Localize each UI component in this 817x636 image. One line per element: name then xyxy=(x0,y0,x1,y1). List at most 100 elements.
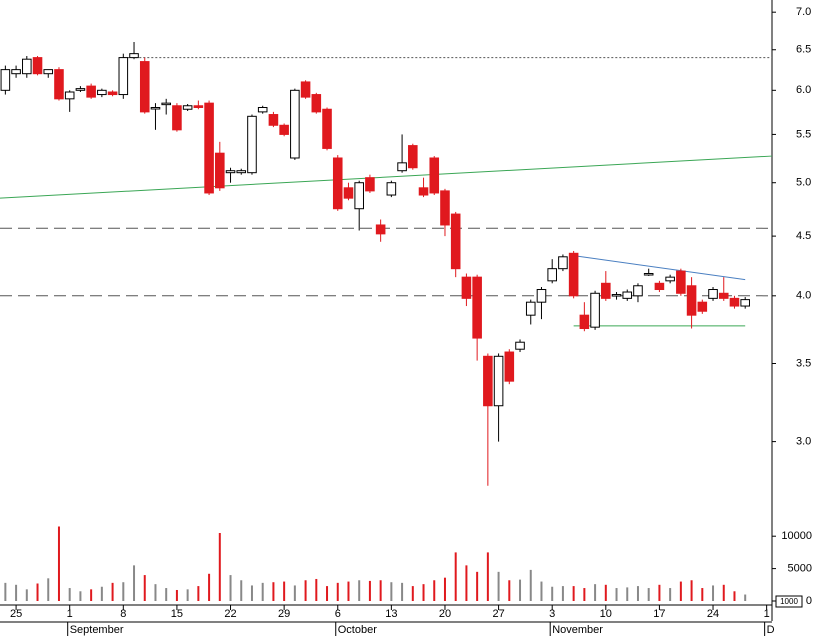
candle-body xyxy=(601,282,611,299)
candle-body xyxy=(64,91,75,100)
candle-body xyxy=(86,85,96,98)
candle-body xyxy=(32,57,43,75)
y-tick-label: 5.5 xyxy=(796,128,811,140)
month-label: D xyxy=(767,624,775,636)
candle-body xyxy=(161,102,171,106)
candle-body xyxy=(182,105,193,110)
x-tick-label: 3 xyxy=(549,608,555,620)
candle-body xyxy=(472,276,482,339)
y-tick-label: 7.0 xyxy=(796,6,811,18)
candle-body xyxy=(450,213,461,270)
candle-body xyxy=(547,268,557,282)
x-tick-label: 1 xyxy=(67,608,73,620)
candle-body xyxy=(311,94,322,113)
candle-body xyxy=(654,282,665,291)
candle-body xyxy=(440,190,450,226)
candle-body xyxy=(300,81,311,98)
volume-tick-label: 5000 xyxy=(788,563,812,575)
x-tick-label: 22 xyxy=(224,608,236,620)
candle-body xyxy=(22,58,32,75)
x-tick-label: 8 xyxy=(120,608,126,620)
candle-body xyxy=(418,187,429,196)
candle-body xyxy=(11,69,21,75)
candle-body xyxy=(215,152,225,189)
candle-body xyxy=(676,270,686,294)
x-tick-label: 24 xyxy=(707,608,719,620)
candle-body xyxy=(172,105,182,131)
candle-body xyxy=(279,124,289,135)
candle-body xyxy=(343,187,354,199)
candle-body xyxy=(97,89,107,96)
candle-body xyxy=(268,114,279,126)
x-tick-label: 13 xyxy=(385,608,397,620)
candle-body xyxy=(139,61,150,113)
candle-body xyxy=(536,289,547,303)
y-tick-label: 3.0 xyxy=(796,436,811,448)
candle-body xyxy=(697,301,708,312)
y-tick-label: 6.0 xyxy=(796,84,811,96)
candle-body xyxy=(129,53,139,59)
candle-body xyxy=(375,224,386,235)
x-tick-label: 1 xyxy=(764,608,770,620)
candle-body xyxy=(665,276,675,282)
candle-body xyxy=(590,292,600,328)
candle-body xyxy=(633,285,643,297)
candle-body xyxy=(611,294,622,297)
candle-body xyxy=(397,162,407,172)
candle-body xyxy=(354,182,364,210)
candle-body xyxy=(257,106,268,113)
y-tick-label: 5.0 xyxy=(796,177,811,189)
x-tick-label: 15 xyxy=(171,608,183,620)
reference-line xyxy=(0,155,773,199)
x-tick-label: 29 xyxy=(278,608,290,620)
candle-body xyxy=(386,182,397,196)
x-tick-label: 17 xyxy=(653,608,665,620)
candle-body xyxy=(429,157,440,194)
candle-body xyxy=(483,355,493,407)
candle-body xyxy=(708,289,718,299)
candle-body xyxy=(0,69,11,91)
candle-body xyxy=(504,351,515,382)
month-label: October xyxy=(338,624,377,636)
candle-body xyxy=(718,292,729,299)
candle-body xyxy=(408,145,418,169)
y-tick-label: 4.0 xyxy=(796,290,811,302)
x-tick-label: 25 xyxy=(10,608,22,620)
candle-body xyxy=(43,69,54,75)
x-tick-label: 27 xyxy=(492,608,504,620)
candle-body xyxy=(225,170,236,174)
candle-body xyxy=(493,355,504,407)
candle-body xyxy=(461,276,472,299)
y-tick-label: 4.5 xyxy=(796,230,811,242)
candle-body xyxy=(150,106,161,110)
candle-body xyxy=(118,57,129,96)
candle-body xyxy=(365,177,375,192)
candle-body xyxy=(322,108,332,149)
candle-body xyxy=(558,256,568,270)
candle-body xyxy=(290,89,300,159)
candle-body xyxy=(568,252,579,297)
candle-body xyxy=(525,301,536,316)
candle-body xyxy=(332,157,343,210)
x-tick-label: 6 xyxy=(335,608,341,620)
candle-body xyxy=(193,105,204,108)
volume-unit-label: 1000 xyxy=(780,597,798,606)
candle-body xyxy=(515,341,525,350)
candle-body xyxy=(204,102,214,194)
x-tick-label: 10 xyxy=(600,608,612,620)
reference-line xyxy=(573,255,746,281)
candle-body xyxy=(686,285,697,316)
candle-body xyxy=(247,115,257,174)
volume-unit-box xyxy=(775,595,803,608)
candle-body xyxy=(643,273,654,276)
volume-tick-label: 10000 xyxy=(781,530,812,542)
x-tick-label: 20 xyxy=(439,608,451,620)
candle-body xyxy=(107,91,118,96)
candle-body xyxy=(54,69,64,100)
y-tick-label: 3.5 xyxy=(796,357,811,369)
candle-body xyxy=(740,299,750,307)
month-label: September xyxy=(70,624,124,636)
